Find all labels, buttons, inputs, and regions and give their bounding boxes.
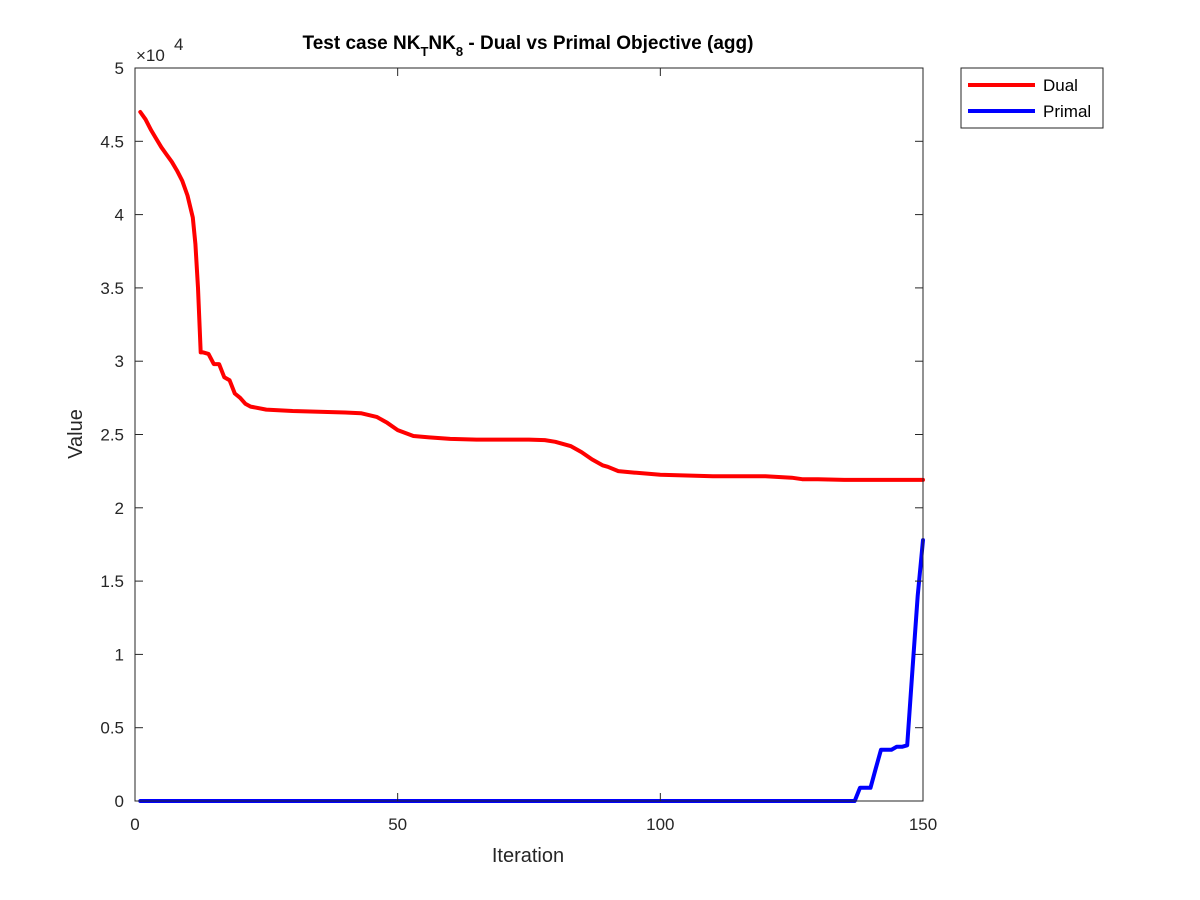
legend-label-primal: Primal <box>1043 102 1091 121</box>
x-tick-label: 0 <box>130 815 139 834</box>
y-tick-label: 0 <box>115 792 124 811</box>
chart-title: Test case NKTNK8 - Dual vs Primal Object… <box>303 33 754 59</box>
y-tick-label: 0.5 <box>100 719 124 738</box>
y-tick-label: 3 <box>115 352 124 371</box>
y-tick-label: 4 <box>115 206 124 225</box>
y-tick-label: 2.5 <box>100 426 124 445</box>
series-line-dual <box>138 110 925 482</box>
legend: Dual Primal <box>960 67 1104 129</box>
svg-text:4: 4 <box>174 35 183 54</box>
svg-text:×10: ×10 <box>136 46 165 65</box>
legend-label-dual: Dual <box>1043 76 1078 95</box>
plot-area <box>135 68 923 801</box>
x-tick-label: 50 <box>388 815 407 834</box>
y-tick-label: 2 <box>115 499 124 518</box>
y-tick-label: 1 <box>115 645 124 664</box>
ticks-layer: 0 50 100 150 0 0.5 1 1.5 2 2.5 3 3.5 4 4.5 5 <box>100 59 937 834</box>
y-tick-label: 4.5 <box>100 132 124 151</box>
y-tick-label: 5 <box>115 59 124 78</box>
x-axis-label: Iteration <box>492 845 564 867</box>
plot-background <box>135 68 923 801</box>
legend-box <box>960 67 1104 129</box>
x-tick-label: 150 <box>909 815 937 834</box>
x-tick-label: 100 <box>646 815 674 834</box>
y-axis-label: Value <box>65 409 87 459</box>
y-exponent: ×10 4 <box>136 35 183 65</box>
y-tick-label: 1.5 <box>100 572 124 591</box>
y-tick-label: 3.5 <box>100 279 124 298</box>
